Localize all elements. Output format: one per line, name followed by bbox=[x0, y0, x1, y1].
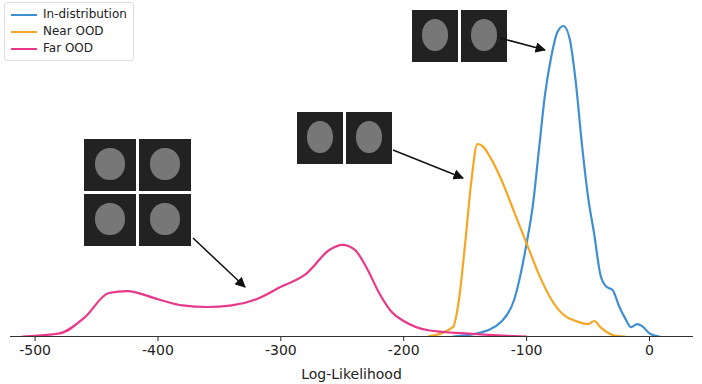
html-text:Far OOD: Far OOD bbox=[43, 41, 93, 55]
svg-text:Log-Likelihood: Log-Likelihood bbox=[301, 366, 402, 382]
html-text:Near OOD: Near OOD bbox=[43, 24, 104, 38]
html-text:In-distribution: In-distribution bbox=[43, 7, 127, 21]
svg-text:-300: -300 bbox=[265, 342, 297, 358]
svg-text:-500: -500 bbox=[19, 342, 51, 358]
svg-text:-400: -400 bbox=[142, 342, 174, 358]
svg-text:-100: -100 bbox=[511, 342, 543, 358]
svg-text:-200: -200 bbox=[388, 342, 420, 358]
svg-text:0: 0 bbox=[645, 342, 654, 358]
